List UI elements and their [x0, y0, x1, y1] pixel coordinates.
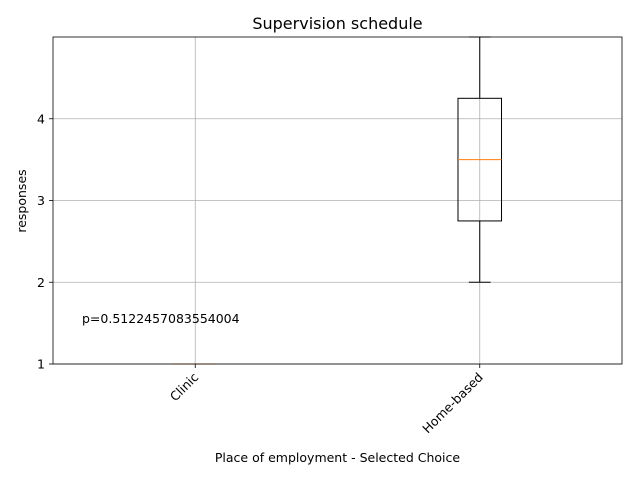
chart-title: Supervision schedule — [252, 14, 422, 33]
y-tick-label: 2 — [37, 275, 45, 290]
y-axis-label: responses — [14, 169, 29, 232]
p-value-annotation: p=0.5122457083554004 — [82, 311, 240, 326]
y-tick-label: 1 — [37, 357, 45, 372]
box-home-based — [457, 36, 503, 283]
x-tick-label: Home-based — [419, 370, 486, 437]
ticks: 1 2 3 4 Clinic Home-based — [37, 111, 486, 436]
y-tick-label: 3 — [37, 193, 45, 208]
x-tick-label: Clinic — [167, 369, 202, 404]
x-axis-label: Place of employment - Selected Choice — [215, 450, 461, 465]
y-tick-label: 4 — [37, 111, 45, 126]
